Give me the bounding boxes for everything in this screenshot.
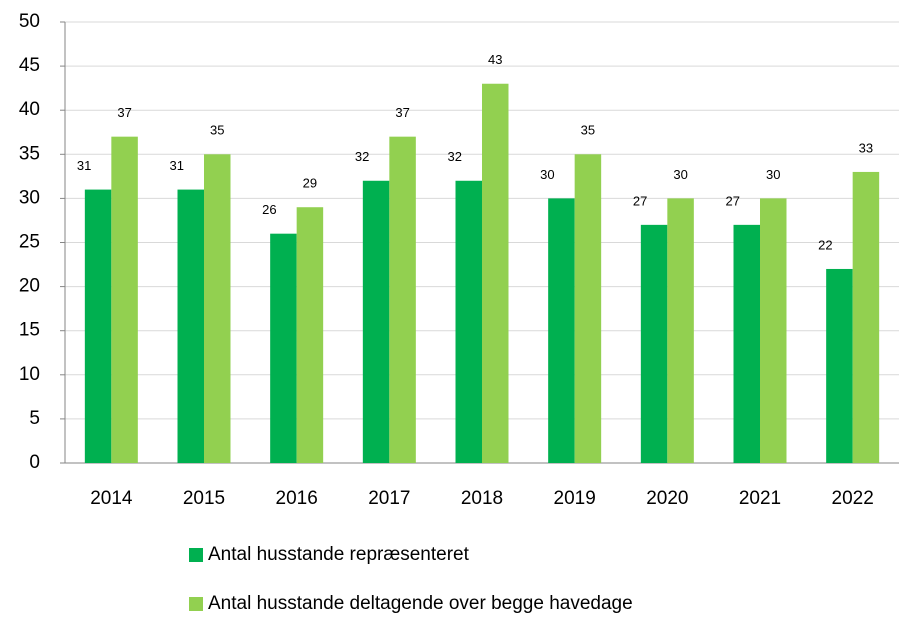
bar (733, 224, 760, 463)
bar (111, 136, 138, 463)
y-tick-label: 10 (19, 364, 40, 385)
data-label: 35 (581, 123, 595, 138)
y-tick-label: 45 (19, 55, 40, 76)
legend-swatch (189, 597, 203, 611)
data-label: 33 (859, 140, 873, 155)
data-label: 22 (818, 237, 832, 252)
data-label: 31 (77, 158, 91, 173)
data-label: 27 (633, 193, 647, 208)
x-tick-label: 2016 (276, 488, 318, 509)
y-tick-label: 35 (19, 143, 40, 164)
y-tick-label: 50 (19, 11, 40, 32)
data-label: 30 (540, 167, 554, 182)
bar (362, 180, 390, 463)
y-tick-label: 40 (19, 99, 40, 120)
y-tick-label: 30 (19, 187, 40, 208)
bar (826, 268, 853, 463)
data-label: 32 (448, 149, 462, 164)
data-label: 35 (210, 123, 224, 138)
y-tick-label: 20 (19, 276, 40, 297)
data-label: 32 (355, 149, 369, 164)
y-tick-label: 15 (19, 320, 40, 341)
legend-label: Antal husstande deltagende over begge ha… (208, 593, 633, 614)
x-tick-label: 2014 (90, 488, 133, 509)
bar (640, 224, 668, 463)
data-label: 30 (673, 167, 687, 182)
x-tick-label: 2022 (832, 488, 874, 509)
data-label: 30 (766, 167, 780, 182)
legend-swatch (189, 548, 203, 562)
x-tick-label: 2020 (646, 488, 688, 509)
data-label: 43 (488, 52, 502, 67)
x-tick-label: 2021 (739, 488, 781, 509)
y-tick-label: 0 (29, 452, 40, 473)
x-tick-label: 2017 (368, 488, 410, 509)
y-tick-label: 25 (19, 232, 40, 253)
bar (204, 154, 231, 464)
bar (574, 154, 602, 464)
bar (455, 180, 482, 463)
bar (482, 83, 509, 464)
y-tick-label: 5 (29, 408, 40, 429)
bar (270, 233, 297, 463)
bar (296, 207, 324, 463)
data-label: 37 (395, 105, 409, 120)
bar (84, 189, 112, 463)
x-tick-label: 2018 (461, 488, 503, 509)
data-label: 29 (303, 176, 317, 191)
legend-label: Antal husstande repræsenteret (208, 544, 470, 565)
x-tick-label: 2015 (183, 488, 225, 509)
data-label: 26 (262, 202, 276, 217)
data-label: 37 (117, 105, 131, 120)
bar (389, 136, 416, 463)
bar (177, 189, 204, 463)
x-tick-label: 2019 (554, 488, 596, 509)
bar (548, 198, 575, 463)
bar (852, 171, 880, 463)
bar (667, 198, 694, 463)
data-label: 31 (170, 158, 184, 173)
data-label: 27 (726, 193, 740, 208)
bar (760, 198, 787, 463)
